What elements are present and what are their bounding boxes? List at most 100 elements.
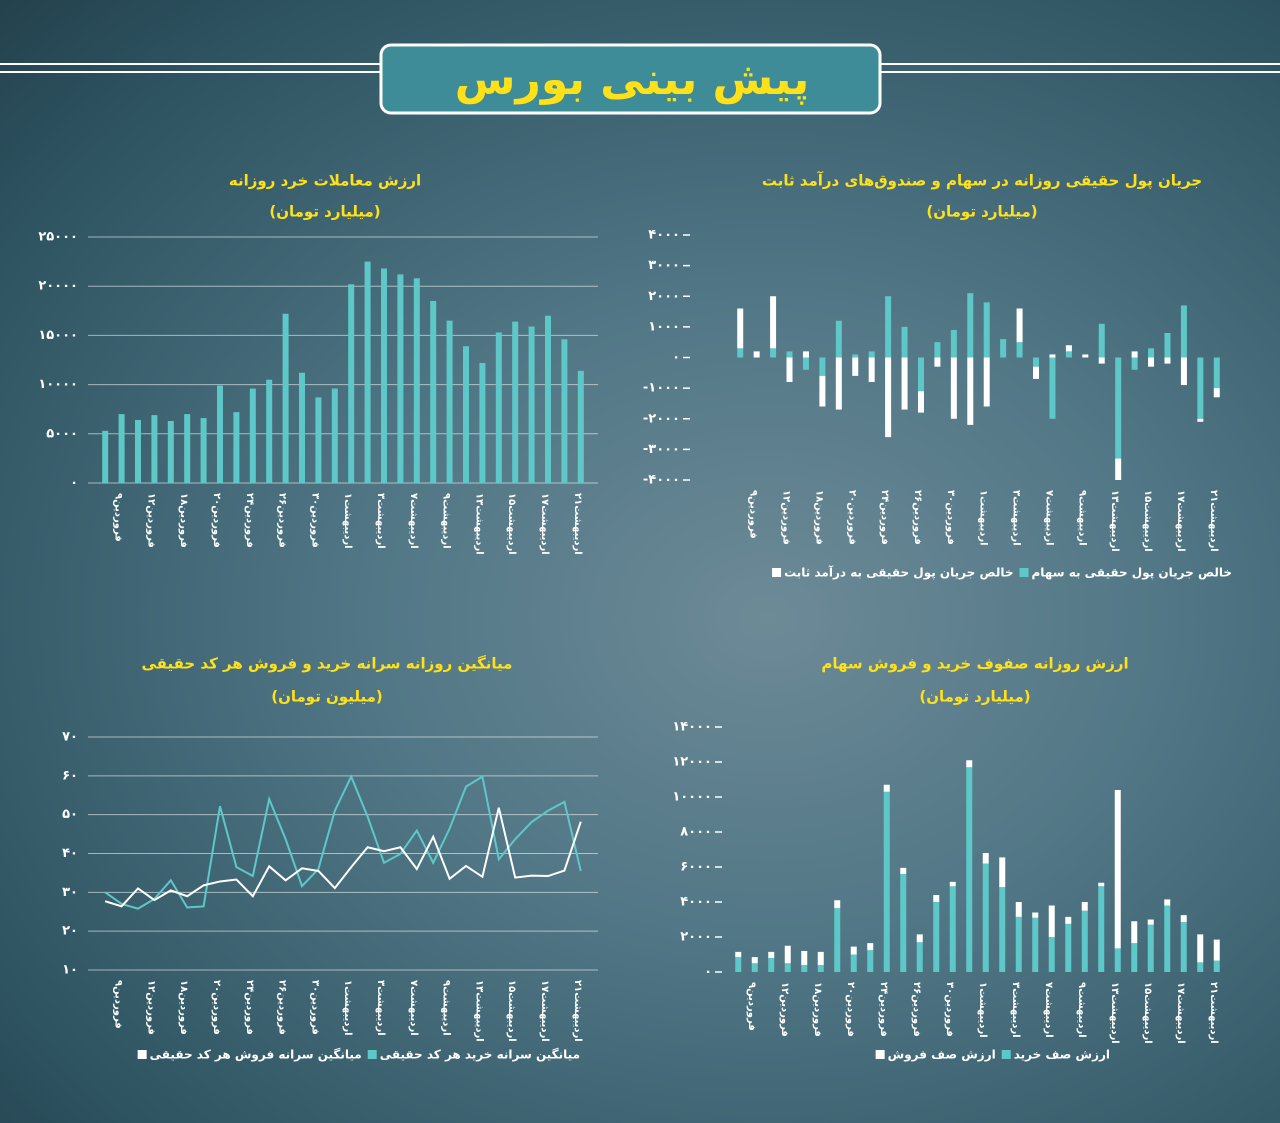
x-tick-label: فروردین۹	[113, 980, 124, 1029]
bar-segment	[1164, 333, 1171, 358]
bar-segment	[885, 296, 892, 358]
bar	[446, 320, 453, 483]
y-tick-label: ۷۰	[62, 730, 78, 745]
bar-segment	[751, 963, 758, 972]
x-tick-label: اردیبهشت۱۵	[1142, 490, 1153, 552]
bar-segment	[901, 326, 908, 358]
x-tick-label: اردیبهشت۱	[977, 982, 988, 1038]
legend-label: میانگین سرانه فروش هر کد حقیقی	[150, 1048, 362, 1063]
bar-segment	[867, 943, 874, 951]
x-tick-label: فروردین۱۸	[178, 980, 189, 1035]
y-tick-label: ۲۰۰۰	[648, 289, 680, 304]
bar-segment	[883, 784, 890, 792]
bar	[364, 261, 371, 483]
bar-segment	[1015, 902, 1022, 917]
x-tick-label: فروردین۹	[113, 493, 124, 542]
y-tick-label: ۱۵۰۰۰	[38, 328, 78, 343]
y-tick-label: ۳۰	[62, 885, 78, 900]
x-tick-label: فروردین۳۰	[945, 490, 956, 545]
bar	[184, 414, 191, 483]
x-tick-label: فروردین۲۴	[244, 980, 255, 1035]
bar-segment	[900, 867, 907, 874]
bar-segment	[737, 348, 744, 358]
bar-segment	[817, 965, 824, 972]
bar	[217, 385, 223, 483]
y-tick-label: -۴۰۰۰	[643, 473, 680, 488]
x-tick-label: اردیبهشت۷	[408, 493, 419, 549]
bar	[118, 414, 125, 483]
bar	[381, 268, 387, 483]
x-tick-label: اردیبهشت۳	[375, 980, 386, 1036]
bar	[266, 379, 273, 483]
bar-segment	[867, 950, 874, 972]
x-tick-label: فروردین۳۰	[309, 980, 320, 1035]
legend-label: میانگین سرانه خرید هر کد حقیقی	[380, 1048, 580, 1062]
bar-segment	[883, 791, 890, 972]
bar-segment	[1197, 962, 1204, 972]
y-tick-label: ۸۰۰۰	[680, 825, 712, 840]
header-frame	[0, 43, 1280, 115]
chart-title: جریان پول حقیقی روزانه در سهام و صندوق‌ه…	[762, 172, 1202, 191]
bar-segment	[1032, 912, 1039, 918]
y-tick-label: ۰	[70, 476, 78, 491]
bar-segment	[1147, 919, 1154, 925]
y-tick-label: ۱۴۰۰۰	[672, 720, 712, 735]
bar	[233, 412, 240, 483]
bar-segment	[1049, 354, 1056, 358]
x-tick-label: اردیبهشت۱	[342, 493, 353, 549]
bar-segment	[819, 375, 826, 407]
bar	[249, 388, 256, 483]
bar-segment	[1148, 348, 1155, 358]
bar-segment	[868, 351, 875, 358]
bar-segment	[1114, 948, 1121, 972]
legend-swatch	[772, 568, 782, 577]
page-title: پیش بینی بورس	[455, 54, 809, 105]
bar-segment	[983, 302, 990, 358]
x-tick-label: فروردین۲۰	[845, 982, 856, 1037]
x-tick-label: اردیبهشت۱۵	[506, 493, 517, 555]
x-tick-label: فروردین۱۲	[145, 493, 156, 548]
x-tick-label: اردیبهشت۹	[1076, 490, 1087, 546]
x-tick-label: فروردین۱۸	[813, 490, 824, 545]
x-tick-label: فروردین۱۸	[812, 982, 823, 1037]
chart-subtitle: (میلیون تومان)	[271, 688, 383, 706]
x-tick-label: اردیبهشت۹	[441, 493, 452, 549]
y-tick-label: -۲۰۰۰	[643, 411, 680, 426]
bar-segment	[1049, 357, 1056, 419]
x-tick-label: فروردین۲۴	[244, 493, 255, 548]
bar-segment	[933, 895, 940, 902]
x-tick-label: اردیبهشت۹	[441, 980, 452, 1036]
chart-subtitle: (میلیارد تومان)	[919, 688, 1030, 706]
bar-segment	[1015, 916, 1022, 972]
chart-subtitle: (میلیارد تومان)	[926, 203, 1037, 221]
bar-segment	[1114, 790, 1121, 949]
bar-segment	[786, 351, 793, 358]
x-tick-label: اردیبهشت۲۱	[1208, 490, 1219, 552]
bar-segment	[1065, 923, 1072, 972]
line-series	[104, 774, 582, 910]
bar	[167, 421, 174, 483]
bar-segment	[982, 863, 989, 972]
x-tick-label: فروردین۲۶	[912, 490, 923, 545]
bar	[430, 300, 437, 483]
x-tick-label: اردیبهشت۹	[1076, 982, 1087, 1038]
y-tick-label: ۲۰	[62, 924, 78, 939]
y-tick-label: ۶۰۰۰	[680, 860, 712, 875]
x-tick-label: اردیبهشت۷	[1043, 982, 1054, 1038]
bar-segment	[834, 900, 841, 909]
bar-segment	[768, 958, 775, 972]
y-tick-label: ۰	[672, 350, 680, 365]
bar-segment	[784, 963, 791, 972]
bar-segment	[1082, 354, 1089, 358]
bar-segment	[735, 951, 742, 958]
bar-segment	[786, 357, 793, 382]
x-tick-label: اردیبهشت۱۷	[1175, 490, 1186, 552]
bar	[413, 278, 420, 483]
bar-segment	[835, 320, 842, 358]
bar-segment	[835, 357, 842, 410]
bar	[135, 420, 141, 483]
y-tick-label: ۱۰۰۰	[648, 319, 680, 334]
chart-title: میانگین روزانه سرانه خرید و فروش هر کد ح…	[142, 655, 513, 673]
bar-segment	[1081, 902, 1088, 911]
